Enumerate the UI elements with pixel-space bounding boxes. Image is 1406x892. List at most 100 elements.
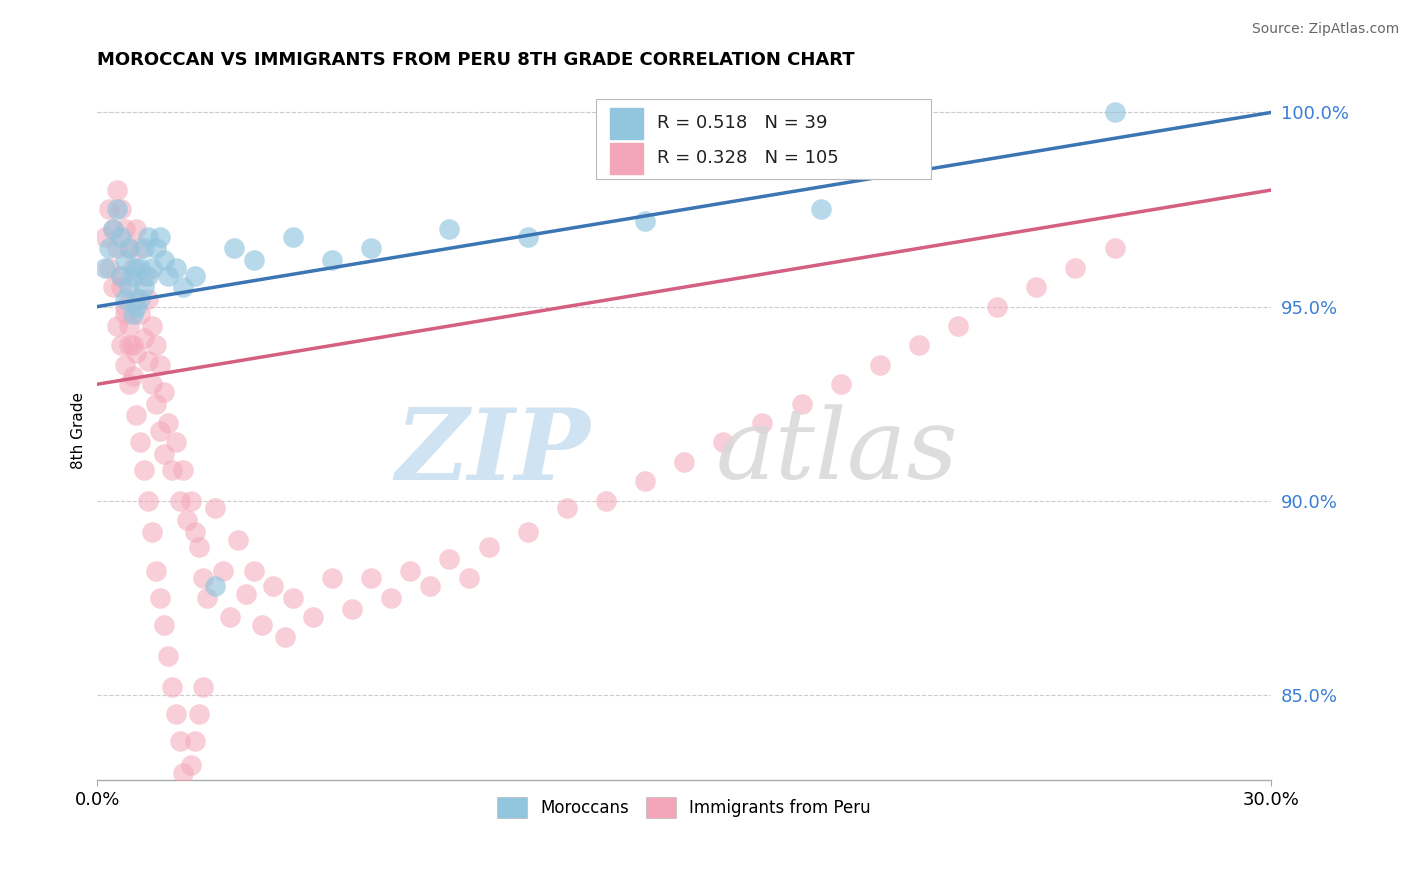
- Text: Source: ZipAtlas.com: Source: ZipAtlas.com: [1251, 22, 1399, 37]
- Point: [125, 222, 148, 236]
- Point: [986, 300, 1008, 314]
- Point: [110, 268, 132, 283]
- Point: [439, 552, 461, 566]
- Point: [224, 241, 246, 255]
- Point: [125, 346, 148, 360]
- Point: [134, 280, 156, 294]
- Point: [118, 241, 141, 255]
- Point: [129, 307, 152, 321]
- Point: [121, 338, 143, 352]
- Point: [145, 338, 167, 352]
- Point: [211, 564, 233, 578]
- Point: [176, 513, 198, 527]
- Point: [195, 591, 218, 605]
- Point: [188, 707, 211, 722]
- Point: [98, 260, 121, 275]
- Point: [98, 202, 121, 217]
- Point: [125, 260, 148, 275]
- Point: [134, 331, 156, 345]
- Point: [184, 268, 207, 283]
- Point: [380, 591, 402, 605]
- Point: [790, 397, 813, 411]
- Point: [281, 229, 304, 244]
- Point: [121, 268, 143, 283]
- Point: [1064, 260, 1087, 275]
- Point: [360, 571, 382, 585]
- Text: R = 0.518   N = 39: R = 0.518 N = 39: [657, 114, 828, 132]
- Point: [169, 734, 191, 748]
- Point: [105, 241, 128, 255]
- Point: [634, 475, 657, 489]
- Point: [149, 424, 172, 438]
- Point: [458, 571, 481, 585]
- Point: [673, 455, 696, 469]
- Point: [136, 229, 159, 244]
- Point: [165, 260, 187, 275]
- Point: [101, 222, 124, 236]
- Point: [165, 435, 187, 450]
- Point: [340, 602, 363, 616]
- Point: [141, 260, 163, 275]
- Point: [281, 591, 304, 605]
- Point: [516, 524, 538, 539]
- Point: [321, 571, 343, 585]
- Point: [153, 618, 176, 632]
- Point: [94, 229, 117, 244]
- Point: [149, 229, 172, 244]
- Text: MOROCCAN VS IMMIGRANTS FROM PERU 8TH GRADE CORRELATION CHART: MOROCCAN VS IMMIGRANTS FROM PERU 8TH GRA…: [97, 51, 855, 69]
- Point: [169, 493, 191, 508]
- Point: [110, 338, 132, 352]
- Point: [243, 564, 266, 578]
- Point: [908, 338, 931, 352]
- Point: [172, 280, 194, 294]
- Point: [516, 229, 538, 244]
- Text: ZIP: ZIP: [395, 403, 591, 500]
- Point: [98, 241, 121, 255]
- Point: [125, 300, 148, 314]
- Point: [184, 734, 207, 748]
- Point: [136, 268, 159, 283]
- Point: [1104, 241, 1126, 255]
- Point: [110, 229, 132, 244]
- Point: [141, 377, 163, 392]
- Point: [360, 241, 382, 255]
- Point: [555, 501, 578, 516]
- Point: [149, 358, 172, 372]
- Point: [156, 648, 179, 663]
- Point: [274, 630, 297, 644]
- Point: [188, 541, 211, 555]
- Point: [145, 564, 167, 578]
- Point: [141, 524, 163, 539]
- Point: [121, 307, 143, 321]
- Point: [180, 757, 202, 772]
- Point: [634, 214, 657, 228]
- Point: [301, 610, 323, 624]
- Point: [595, 493, 617, 508]
- Point: [121, 369, 143, 384]
- Point: [172, 765, 194, 780]
- Point: [711, 435, 734, 450]
- Point: [243, 252, 266, 267]
- Point: [118, 377, 141, 392]
- Point: [172, 463, 194, 477]
- Point: [110, 202, 132, 217]
- Point: [134, 268, 156, 283]
- Point: [101, 222, 124, 236]
- Point: [165, 707, 187, 722]
- Point: [134, 241, 156, 255]
- Legend: Moroccans, Immigrants from Peru: Moroccans, Immigrants from Peru: [491, 790, 877, 824]
- Point: [156, 416, 179, 430]
- Point: [153, 252, 176, 267]
- Point: [321, 252, 343, 267]
- Point: [869, 358, 891, 372]
- Point: [226, 533, 249, 547]
- Point: [1104, 105, 1126, 120]
- Point: [149, 591, 172, 605]
- Point: [399, 564, 422, 578]
- Point: [121, 260, 143, 275]
- Point: [101, 280, 124, 294]
- Point: [145, 397, 167, 411]
- Point: [219, 610, 242, 624]
- Point: [136, 354, 159, 368]
- Point: [118, 280, 141, 294]
